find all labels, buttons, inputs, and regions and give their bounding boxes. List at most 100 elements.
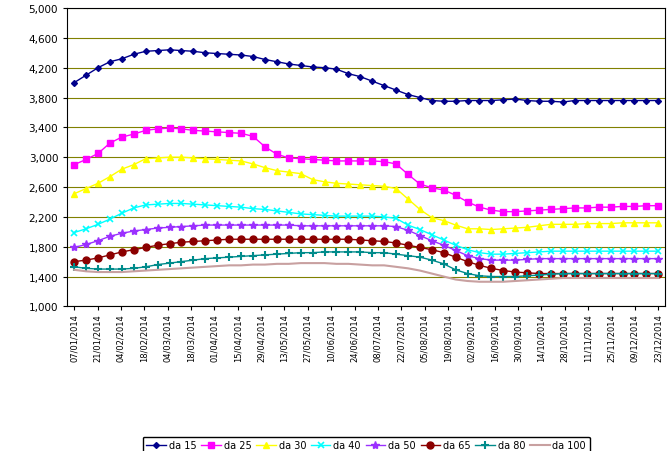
da 80 xyxy=(380,250,388,256)
da 25 xyxy=(511,209,519,215)
da 30 xyxy=(547,222,555,227)
da 80 xyxy=(202,256,210,262)
da 100 xyxy=(321,261,329,266)
da 80 xyxy=(249,253,257,259)
da 65 xyxy=(285,237,293,242)
da 25 xyxy=(190,129,198,134)
da 100 xyxy=(296,261,304,266)
da 15 xyxy=(595,99,603,104)
da 65 xyxy=(344,237,352,242)
da 40 xyxy=(368,214,376,219)
da 50 xyxy=(523,257,531,262)
da 65 xyxy=(130,248,138,253)
da 50 xyxy=(94,239,102,244)
da 50 xyxy=(333,224,341,229)
da 25 xyxy=(308,157,317,163)
da 65 xyxy=(368,239,376,244)
da 50 xyxy=(428,239,436,244)
da 50 xyxy=(177,224,185,230)
da 65 xyxy=(452,255,460,260)
da 15 xyxy=(261,58,269,63)
da 30 xyxy=(130,162,138,168)
da 25 xyxy=(630,204,638,210)
Line: da 25: da 25 xyxy=(71,126,661,215)
da 25 xyxy=(595,205,603,211)
da 15 xyxy=(583,99,591,104)
da 25 xyxy=(333,159,341,164)
da 50 xyxy=(380,224,388,229)
da 65 xyxy=(333,237,341,242)
da 15 xyxy=(118,57,126,62)
da 65 xyxy=(142,245,150,251)
da 25 xyxy=(154,127,162,132)
da 100 xyxy=(630,276,638,281)
da 40 xyxy=(535,250,543,255)
da 15 xyxy=(439,99,448,105)
da 50 xyxy=(655,256,663,262)
da 15 xyxy=(356,75,364,80)
da 40 xyxy=(630,249,638,254)
da 40 xyxy=(202,203,210,208)
da 15 xyxy=(82,73,90,78)
da 100 xyxy=(368,263,376,268)
da 25 xyxy=(439,188,448,193)
da 30 xyxy=(261,166,269,171)
da 65 xyxy=(154,243,162,249)
da 80 xyxy=(82,266,90,272)
da 50 xyxy=(344,224,352,229)
da 30 xyxy=(177,155,185,161)
da 80 xyxy=(285,251,293,257)
da 80 xyxy=(499,274,507,280)
da 65 xyxy=(583,271,591,276)
da 50 xyxy=(511,258,519,263)
da 40 xyxy=(94,222,102,227)
da 50 xyxy=(595,256,603,262)
da 100 xyxy=(356,262,364,268)
da 25 xyxy=(547,207,555,212)
da 25 xyxy=(321,158,329,164)
da 40 xyxy=(511,251,519,257)
da 65 xyxy=(225,237,233,242)
da 30 xyxy=(642,221,650,226)
da 15 xyxy=(154,49,162,54)
da 50 xyxy=(130,229,138,234)
da 30 xyxy=(559,222,567,227)
da 100 xyxy=(535,277,543,283)
da 25 xyxy=(523,209,531,214)
da 25 xyxy=(380,160,388,165)
da 40 xyxy=(655,249,663,254)
da 100 xyxy=(154,267,162,273)
da 65 xyxy=(356,238,364,243)
da 40 xyxy=(213,203,221,209)
da 25 xyxy=(642,203,650,209)
da 65 xyxy=(177,240,185,245)
da 30 xyxy=(154,156,162,161)
da 80 xyxy=(595,271,603,276)
da 40 xyxy=(428,233,436,238)
da 15 xyxy=(273,60,281,65)
da 25 xyxy=(344,159,352,164)
da 50 xyxy=(225,223,233,228)
da 65 xyxy=(428,248,436,253)
da 15 xyxy=(547,99,555,105)
da 80 xyxy=(571,271,579,276)
da 15 xyxy=(190,50,198,55)
da 80 xyxy=(321,250,329,255)
da 25 xyxy=(177,127,185,132)
da 40 xyxy=(82,226,90,232)
da 30 xyxy=(464,226,472,232)
da 15 xyxy=(630,99,638,104)
da 80 xyxy=(296,250,304,256)
da 80 xyxy=(106,267,114,272)
da 40 xyxy=(190,202,198,207)
da 50 xyxy=(404,228,412,234)
da 25 xyxy=(487,208,495,213)
Line: da 30: da 30 xyxy=(71,155,661,233)
da 65 xyxy=(439,250,448,256)
da 65 xyxy=(559,271,567,276)
da 100 xyxy=(202,265,210,270)
da 80 xyxy=(225,255,233,260)
da 50 xyxy=(571,256,579,262)
da 30 xyxy=(368,184,376,189)
da 80 xyxy=(511,274,519,280)
